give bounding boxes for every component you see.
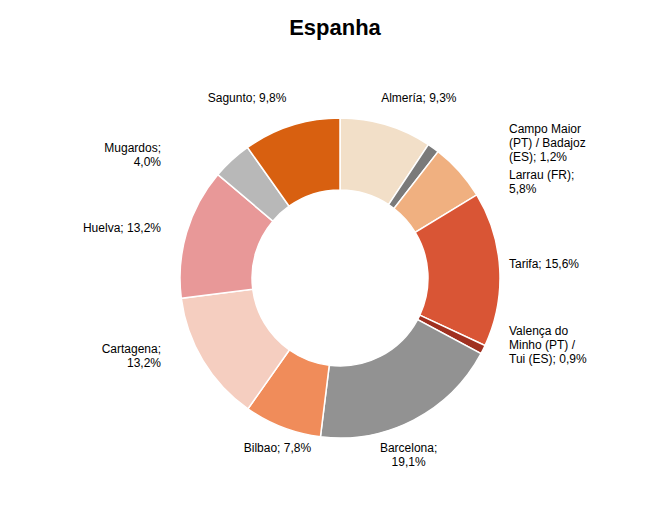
html-text:Espanha: Espanha bbox=[289, 15, 381, 40]
svg-text:Bilbao; 7,8%: Bilbao; 7,8% bbox=[244, 441, 312, 455]
svg-text:Tarifa; 15,6%: Tarifa; 15,6% bbox=[509, 257, 579, 271]
svg-text:Larrau (FR);5,8%: Larrau (FR);5,8% bbox=[509, 168, 574, 196]
svg-text:Almería; 9,3%: Almería; 9,3% bbox=[381, 91, 457, 105]
svg-text:Mugardos;4,0%: Mugardos;4,0% bbox=[104, 141, 161, 169]
svg-text:Barcelona;19,1%: Barcelona;19,1% bbox=[380, 441, 437, 469]
svg-text:Campo Maior(PT) / Badajoz(ES);: Campo Maior(PT) / Badajoz(ES); 1,2% bbox=[509, 122, 586, 164]
svg-text:Sagunto; 9,8%: Sagunto; 9,8% bbox=[208, 91, 287, 105]
svg-text:Huelva; 13,2%: Huelva; 13,2% bbox=[83, 221, 161, 235]
svg-text:Cartagena;13,2%: Cartagena;13,2% bbox=[102, 342, 162, 370]
svg-text:Valença doMinho (PT) /Tui (ES): Valença doMinho (PT) /Tui (ES); 0,9% bbox=[509, 324, 587, 366]
